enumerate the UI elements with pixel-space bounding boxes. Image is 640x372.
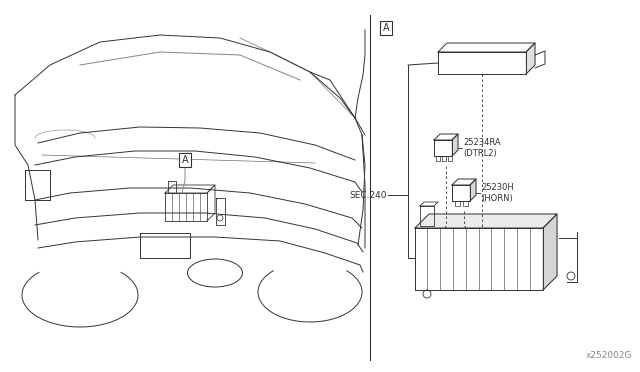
Text: A: A: [383, 23, 389, 33]
Text: A: A: [182, 155, 188, 165]
Polygon shape: [452, 134, 458, 156]
Text: 25234RA
(DTRL2): 25234RA (DTRL2): [463, 138, 500, 158]
Bar: [455, 201, 460, 206]
Bar: [463, 201, 468, 206]
Polygon shape: [470, 179, 476, 201]
Text: SEC.240: SEC.240: [349, 190, 387, 199]
Polygon shape: [415, 214, 557, 228]
Bar: [448, 156, 452, 161]
Polygon shape: [526, 43, 535, 74]
Polygon shape: [543, 214, 557, 290]
Text: x252002G: x252002G: [586, 351, 632, 360]
Bar: [442, 156, 446, 161]
Bar: [436, 156, 440, 161]
Text: 25230H
(HORN): 25230H (HORN): [481, 183, 514, 203]
